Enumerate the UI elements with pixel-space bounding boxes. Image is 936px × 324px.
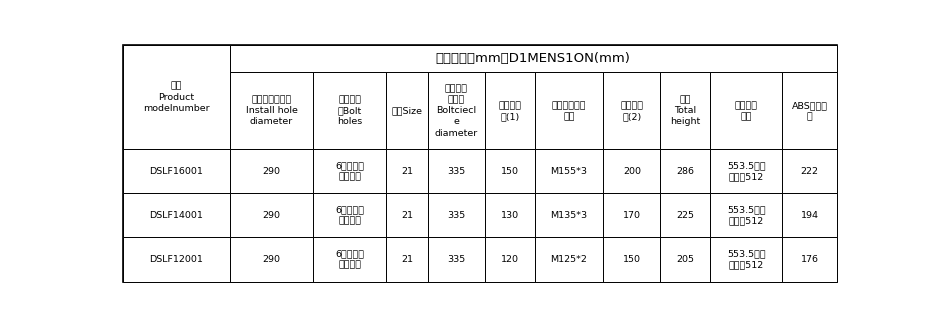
Text: DSLF14001: DSLF14001 (149, 211, 203, 220)
Text: 553.5分度
圆直径512: 553.5分度 圆直径512 (727, 205, 766, 225)
Text: 200: 200 (622, 167, 641, 176)
Text: 车轮螺栓
孔Bolt
holes: 车轮螺栓 孔Bolt holes (337, 95, 362, 126)
Bar (782, 149, 837, 193)
Text: 6（制动鼓
安装孔）: 6（制动鼓 安装孔） (335, 205, 364, 225)
Text: 120: 120 (501, 255, 519, 264)
Text: 335: 335 (447, 167, 465, 176)
Text: 6（制动鼓
安装孔）: 6（制动鼓 安装孔） (335, 249, 364, 270)
Bar (386, 237, 428, 282)
Bar (229, 45, 837, 72)
Text: 290: 290 (262, 167, 281, 176)
Bar (710, 72, 782, 149)
Text: 130: 130 (501, 211, 519, 220)
Text: 290: 290 (262, 211, 281, 220)
Bar (485, 149, 534, 193)
Bar (534, 237, 603, 282)
Bar (782, 193, 837, 237)
Bar (229, 237, 314, 282)
Bar (386, 149, 428, 193)
Text: 170: 170 (622, 211, 641, 220)
Text: 21: 21 (401, 255, 413, 264)
Bar (710, 193, 782, 237)
Bar (123, 193, 229, 237)
Text: 286: 286 (676, 167, 695, 176)
Text: 制动鼓安装直径
Install hole
diameter: 制动鼓安装直径 Install hole diameter (245, 95, 298, 126)
Text: 225: 225 (676, 211, 695, 220)
Bar (314, 237, 386, 282)
Text: 553.5分度
圆直径512: 553.5分度 圆直径512 (727, 249, 766, 270)
Text: DSLF12001: DSLF12001 (149, 255, 203, 264)
Bar (534, 72, 603, 149)
Text: 6（制动鼓
安装孔）: 6（制动鼓 安装孔） (335, 161, 364, 181)
Bar (485, 237, 534, 282)
Text: 尺寸Size: 尺寸Size (391, 106, 422, 115)
Text: M155*3: M155*3 (550, 167, 588, 176)
Bar (782, 72, 837, 149)
Bar (603, 237, 661, 282)
Text: 轴承孔直
径(1): 轴承孔直 径(1) (498, 101, 521, 121)
Bar (485, 193, 534, 237)
Text: 150: 150 (501, 167, 519, 176)
Text: 335: 335 (447, 255, 465, 264)
Bar (603, 149, 661, 193)
Bar (229, 193, 314, 237)
Text: 轴承孔直
径(2): 轴承孔直 径(2) (621, 101, 643, 121)
Bar (534, 193, 603, 237)
Text: 螺栓分布
圆直径
Boltciecl
e
diameter: 螺栓分布 圆直径 Boltciecl e diameter (435, 84, 478, 138)
Bar (386, 72, 428, 149)
Bar (123, 45, 229, 149)
Bar (782, 237, 837, 282)
Text: 150: 150 (622, 255, 641, 264)
Bar (534, 149, 603, 193)
Text: 21: 21 (401, 167, 413, 176)
Bar (710, 237, 782, 282)
Bar (314, 72, 386, 149)
Bar (661, 72, 710, 149)
Text: 335: 335 (447, 211, 465, 220)
Text: M125*2: M125*2 (550, 255, 588, 264)
Bar (428, 193, 485, 237)
Bar (123, 149, 229, 193)
Bar (229, 149, 314, 193)
Bar (229, 72, 314, 149)
Text: 总高
Total
height: 总高 Total height (670, 95, 700, 126)
Bar (603, 193, 661, 237)
Bar (428, 237, 485, 282)
Bar (123, 237, 229, 282)
Bar (710, 149, 782, 193)
Bar (314, 193, 386, 237)
Bar (661, 149, 710, 193)
Text: 21: 21 (401, 211, 413, 220)
Text: 222: 222 (800, 167, 818, 176)
Bar (603, 72, 661, 149)
Text: 型号
Product
modelnumber: 型号 Product modelnumber (143, 82, 210, 113)
Text: 205: 205 (676, 255, 695, 264)
Text: 290: 290 (262, 255, 281, 264)
Bar (314, 149, 386, 193)
Bar (386, 193, 428, 237)
Bar (428, 149, 485, 193)
Text: 单位（毫米mm）D1MENS1ON(mm): 单位（毫米mm）D1MENS1ON(mm) (435, 52, 631, 65)
Text: ABS齿圈直
径: ABS齿圈直 径 (792, 101, 827, 121)
Bar (661, 193, 710, 237)
Text: DSLF16001: DSLF16001 (149, 167, 203, 176)
Bar (485, 72, 534, 149)
Text: 194: 194 (800, 211, 818, 220)
Text: 轴承孔端螺纹
直径: 轴承孔端螺纹 直径 (551, 101, 586, 121)
Bar (661, 237, 710, 282)
Text: 176: 176 (800, 255, 818, 264)
Text: 钢圈安装
直径: 钢圈安装 直径 (735, 101, 758, 121)
Text: 553.5分度
圆直径512: 553.5分度 圆直径512 (727, 161, 766, 181)
Bar (428, 72, 485, 149)
Text: M135*3: M135*3 (550, 211, 588, 220)
